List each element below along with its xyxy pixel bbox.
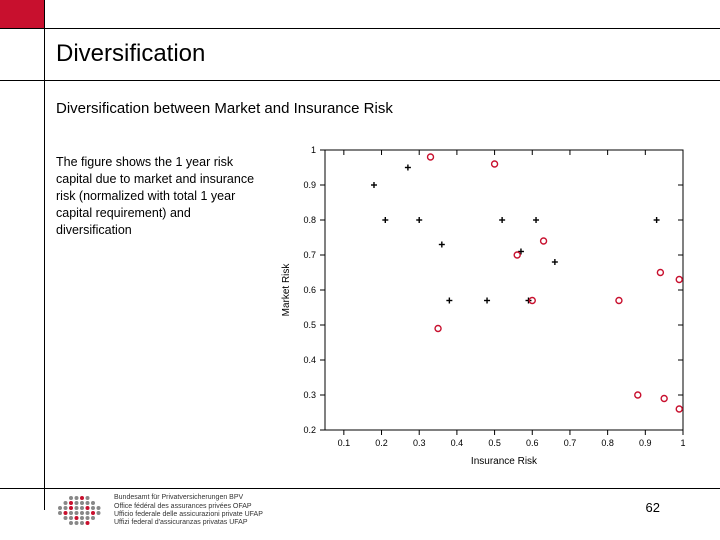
page-number: 62	[646, 500, 660, 515]
svg-text:0.8: 0.8	[303, 215, 316, 225]
footer-text: Bundesamt für Privatversicherungen BPV O…	[114, 494, 263, 528]
svg-text:0.4: 0.4	[303, 355, 316, 365]
svg-text:0.9: 0.9	[303, 180, 316, 190]
title-rule	[0, 80, 720, 81]
subtitle: Diversification between Market and Insur…	[56, 100, 393, 117]
svg-text:0.6: 0.6	[526, 438, 539, 448]
scatter-chart: 0.1 0.2 0.3 0.4 0.5 0.6 0.7 0.8 0.9 1 0.2 0.3 0.4 0.5…	[275, 140, 695, 470]
svg-text:0.2: 0.2	[303, 425, 316, 435]
svg-text:0.6: 0.6	[303, 285, 316, 295]
svg-text:0.3: 0.3	[303, 390, 316, 400]
svg-text:0.7: 0.7	[303, 250, 316, 260]
footer: Bundesamt für Privatversicherungen BPV O…	[56, 494, 263, 528]
svg-text:0.4: 0.4	[451, 438, 464, 448]
svg-text:1: 1	[680, 438, 685, 448]
svg-text:1: 1	[311, 145, 316, 155]
svg-text:0.1: 0.1	[338, 438, 351, 448]
svg-text:0.7: 0.7	[564, 438, 577, 448]
footer-line1: Bundesamt für Privatversicherungen BPV	[114, 494, 263, 502]
page-title: Diversification	[56, 40, 205, 68]
left-vertical-rule	[44, 0, 45, 510]
svg-text:0.3: 0.3	[413, 438, 426, 448]
bottom-rule	[0, 488, 720, 489]
svg-text:0.5: 0.5	[488, 438, 501, 448]
footer-line4: Uffizi federal d'assicuranzas privatas U…	[114, 519, 263, 527]
top-rule	[0, 28, 720, 29]
svg-text:0.2: 0.2	[375, 438, 388, 448]
red-sidebar-block	[0, 0, 44, 28]
footer-line3: Ufficio federale delle assicurazioni pri…	[114, 511, 263, 519]
svg-text:Market Risk: Market Risk	[281, 263, 292, 317]
svg-text:0.5: 0.5	[303, 320, 316, 330]
svg-text:0.9: 0.9	[639, 438, 652, 448]
body-text: The figure shows the 1 year risk capital…	[56, 154, 256, 238]
svg-text:0.8: 0.8	[601, 438, 614, 448]
logo-icon	[56, 494, 104, 528]
footer-line2: Office fédéral des assurances privées OF…	[114, 503, 263, 511]
svg-text:Insurance Risk: Insurance Risk	[471, 456, 538, 467]
